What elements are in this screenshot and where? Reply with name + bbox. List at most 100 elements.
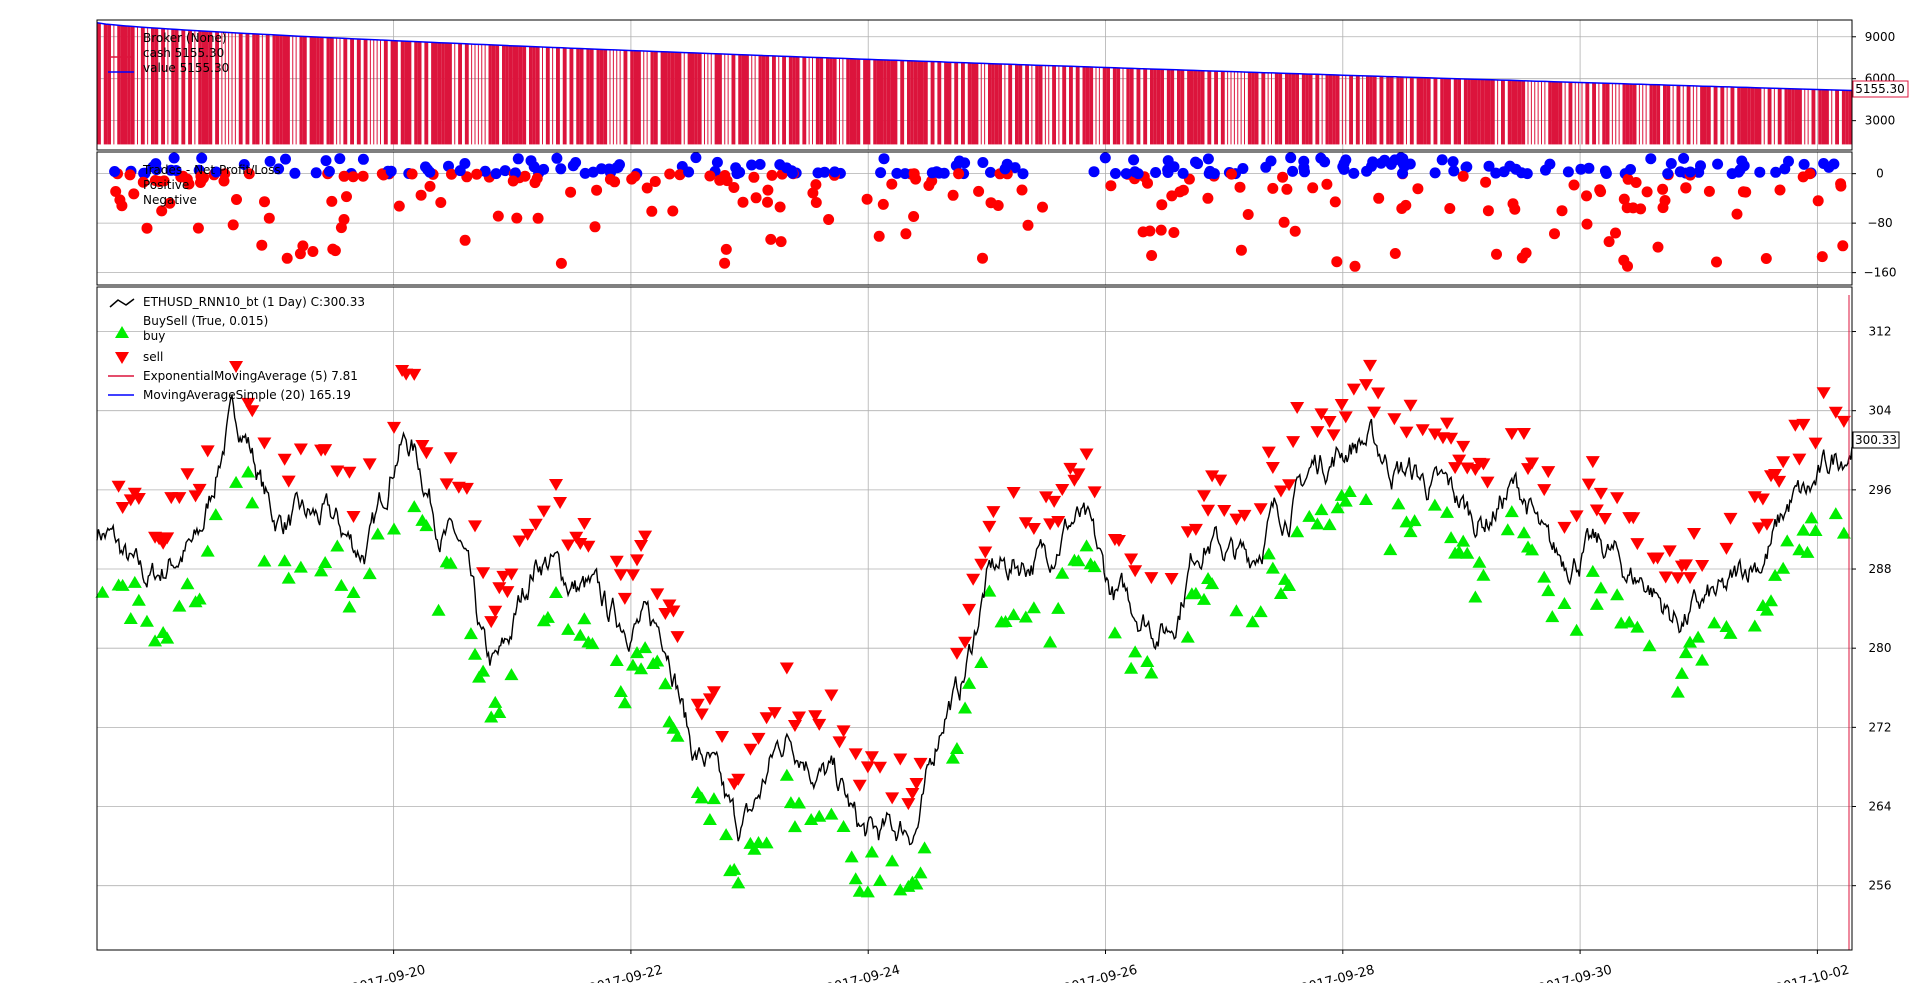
cash-bar xyxy=(97,22,101,145)
positive-trade xyxy=(1375,157,1387,169)
negative-trade xyxy=(1105,180,1117,192)
positive-trade xyxy=(538,163,550,175)
positive-trade xyxy=(555,163,567,175)
cash-bar xyxy=(1315,74,1319,145)
cash-bar xyxy=(124,25,128,145)
positive-trade xyxy=(1190,156,1201,168)
cash-bar xyxy=(1501,80,1505,145)
cash-bar xyxy=(343,38,347,145)
cash-bar xyxy=(1251,72,1255,145)
negative-trade xyxy=(973,185,985,197)
positive-trade xyxy=(1367,156,1379,168)
sell-marker xyxy=(439,478,454,491)
cash-bar xyxy=(130,26,135,145)
buy-marker xyxy=(913,866,928,879)
buy-marker xyxy=(1642,639,1657,652)
cash-bar xyxy=(971,62,975,145)
buy-marker xyxy=(974,656,989,669)
negative-trade xyxy=(985,197,997,209)
sell-marker xyxy=(1213,474,1228,487)
cash-bar xyxy=(400,40,405,145)
cash-bar xyxy=(464,43,469,145)
cash-bar xyxy=(633,50,637,145)
cash-bar xyxy=(967,62,972,145)
cash-bar xyxy=(849,58,853,145)
price-y-tick-label: 256 xyxy=(1869,879,1892,893)
cash-bar xyxy=(255,33,259,145)
positive-trade xyxy=(1132,168,1144,180)
buy-marker xyxy=(1265,561,1280,574)
positive-trade xyxy=(1395,152,1407,164)
sell-marker xyxy=(1541,466,1556,479)
negative-trade xyxy=(748,171,760,183)
cash-bar xyxy=(505,45,509,145)
legend-buy-swatch xyxy=(115,326,129,338)
buy-marker xyxy=(387,522,401,535)
sell-marker xyxy=(346,511,361,524)
sell-marker xyxy=(743,743,758,756)
cash-bar xyxy=(853,58,857,145)
cash-bar xyxy=(319,37,324,145)
negative-trade xyxy=(704,170,716,182)
buy-marker xyxy=(1674,666,1689,679)
negative-trade xyxy=(1812,195,1824,207)
cash-bar xyxy=(556,47,560,145)
broker-frame xyxy=(96,19,1853,151)
cash-bar xyxy=(1025,64,1029,145)
cash-bar xyxy=(670,52,675,145)
cash-bar xyxy=(944,62,948,145)
buy-marker xyxy=(1051,601,1066,614)
cash-bar xyxy=(579,48,583,145)
sell-marker xyxy=(1808,437,1823,450)
positive-trade xyxy=(1625,164,1636,175)
cash-bar xyxy=(1487,79,1491,145)
positive-trade xyxy=(1168,161,1180,173)
negative-trade xyxy=(1373,192,1385,204)
buy-marker xyxy=(1253,605,1268,618)
cash-bar xyxy=(1200,70,1204,145)
sell-marker xyxy=(1217,504,1232,517)
negative-trade xyxy=(1267,182,1279,194)
negative-trade xyxy=(775,236,787,248)
positive-trade xyxy=(1315,152,1327,164)
negative-trade xyxy=(629,171,641,182)
sell-marker xyxy=(1346,383,1361,396)
cash-bar xyxy=(886,60,891,145)
cash-bar xyxy=(900,60,904,145)
positive-trade xyxy=(1645,153,1657,165)
sell-marker xyxy=(1310,426,1325,439)
sell-marker xyxy=(1597,513,1612,526)
price-y-tick-label: 272 xyxy=(1869,720,1892,734)
negative-trade xyxy=(947,189,959,201)
negative-trade xyxy=(1659,195,1671,206)
sell-marker xyxy=(982,520,997,533)
cash-bar xyxy=(407,41,411,145)
negative-trade xyxy=(335,222,347,234)
cash-bar xyxy=(201,30,205,145)
negative-trade xyxy=(124,169,136,181)
buy-marker xyxy=(1071,554,1086,567)
trades-markers xyxy=(109,152,1849,272)
cash-bar xyxy=(1507,80,1512,145)
cash-bar xyxy=(1477,79,1481,145)
negative-trade xyxy=(1618,254,1630,266)
sell-marker xyxy=(658,608,673,621)
buy-marker xyxy=(1314,503,1329,516)
cash-bar xyxy=(880,59,884,145)
positive-trade xyxy=(1726,168,1738,180)
cash-bar xyxy=(1666,85,1670,145)
sell-marker xyxy=(1650,552,1665,565)
cash-bar xyxy=(205,31,209,145)
cash-bar xyxy=(697,53,702,145)
cash-bar xyxy=(1423,77,1427,145)
negative-trade xyxy=(953,168,965,180)
buy-marker xyxy=(1087,560,1102,573)
buy-marker xyxy=(1691,630,1706,643)
negative-trade xyxy=(158,175,170,187)
buy-marker xyxy=(1759,603,1774,616)
cash-bar xyxy=(988,63,992,145)
cash-bar xyxy=(1835,90,1839,145)
sell-marker xyxy=(1367,406,1382,419)
sell-marker xyxy=(512,535,527,548)
cash-bar xyxy=(299,36,303,145)
